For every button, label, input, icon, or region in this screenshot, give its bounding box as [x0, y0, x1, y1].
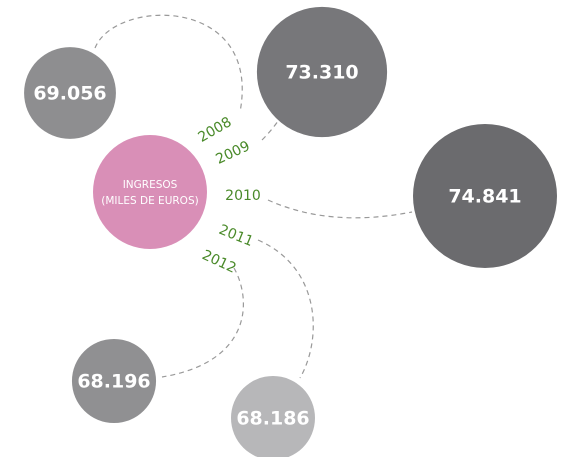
bubble	[256, 6, 388, 138]
year-label: 2012	[199, 247, 238, 277]
connector	[257, 239, 314, 379]
year-label: 2010	[225, 188, 261, 204]
value-label: 68.196	[77, 371, 150, 393]
year-label: 2011	[216, 222, 255, 250]
value-label: 74.841	[448, 186, 521, 208]
value-label: 69.056	[33, 83, 106, 105]
value-label: 68.186	[236, 408, 309, 430]
center-label: (MILES DE EUROS)	[101, 195, 198, 207]
bubble	[231, 376, 315, 457]
connector	[267, 199, 413, 219]
bubble	[24, 47, 116, 139]
connector	[261, 111, 285, 141]
center-label: INGRESOS	[123, 179, 178, 191]
bubble	[413, 124, 557, 268]
year-label: 2009	[213, 138, 252, 168]
year-label: 2008	[196, 114, 235, 146]
value-label: 73.310	[285, 62, 358, 84]
connector	[94, 14, 243, 113]
bubble	[71, 338, 157, 424]
center-circle	[93, 135, 207, 249]
connector	[161, 267, 244, 378]
